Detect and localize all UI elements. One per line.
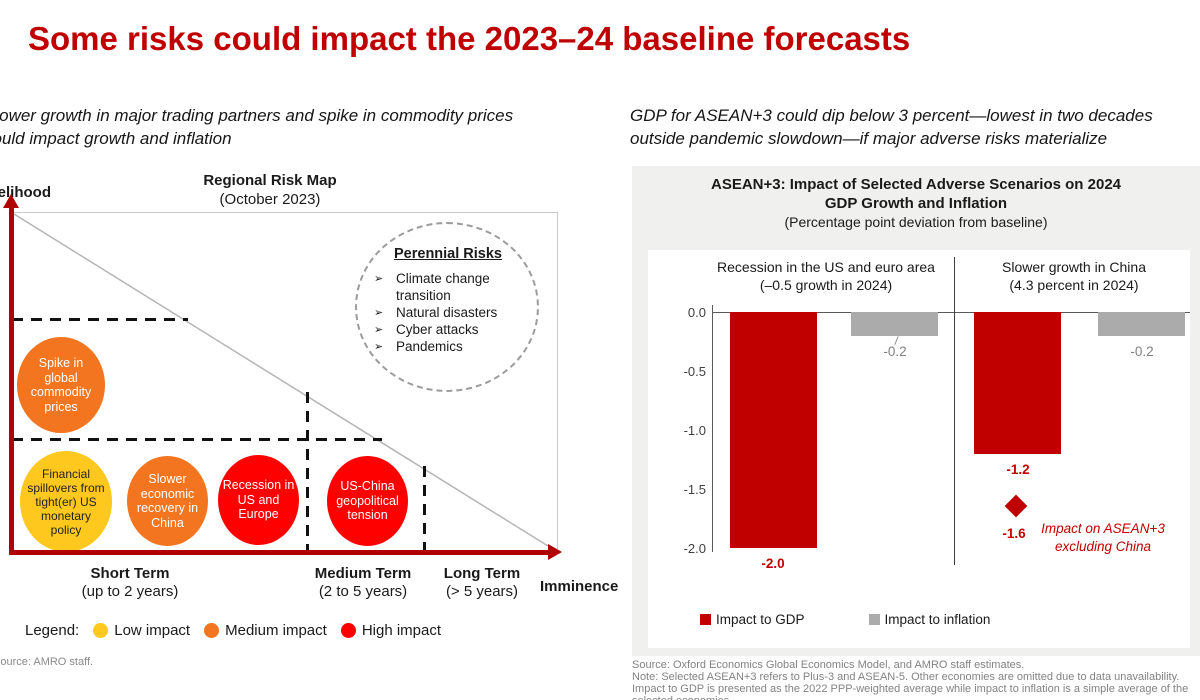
y-tick: 0.0 bbox=[687, 305, 706, 320]
legend-title: Legend: bbox=[25, 622, 80, 639]
diamond-annotation-line1: Impact on ASEAN+3 bbox=[1041, 521, 1165, 536]
note-line: Impact to GDP is presented as the 2022 P… bbox=[632, 683, 1189, 695]
risk-bubble-commodity-prices: Spike in global commodity prices bbox=[17, 337, 105, 433]
diamond-annotation-line2: excluding China bbox=[1054, 539, 1152, 554]
legend-item-label: High impact bbox=[361, 622, 442, 639]
risk-bubble-china-recovery: Slower economic recovery in China bbox=[127, 456, 208, 546]
legend-item-label: Impact to inflation bbox=[884, 612, 991, 627]
chart-title-line1: ASEAN+3: Impact of Selected Adverse Scen… bbox=[710, 176, 1122, 193]
risk-map-subtitle: (October 2023) bbox=[219, 191, 321, 208]
bar-value-label: -2.0 bbox=[761, 556, 785, 571]
perennial-risk-item: ➢ Pandemics bbox=[374, 338, 530, 355]
perennial-risks-circle bbox=[355, 222, 539, 392]
right-subtitle-line1: GDP for ASEAN+3 could dip below 3 percen… bbox=[630, 106, 1153, 125]
likelihood-dashed-line-low bbox=[12, 438, 382, 441]
term-dashed-line-long bbox=[423, 466, 426, 553]
perennial-risk-label: Cyber attacks bbox=[396, 322, 479, 337]
term-dashed-line-medium bbox=[306, 392, 309, 553]
x-category-long-term: Long Term (> 5 years) bbox=[407, 565, 557, 601]
left-subtitle-line1: Slower growth in major trading partners … bbox=[0, 106, 514, 125]
x-category-sublabel: (up to 2 years) bbox=[81, 583, 179, 600]
left-subtitle-line2: could impact growth and inflation bbox=[0, 129, 232, 148]
diamond-value-label: -1.6 bbox=[1002, 526, 1026, 541]
high-impact-dot-icon bbox=[340, 623, 356, 638]
inflation-legend-swatch-icon bbox=[868, 614, 880, 625]
legend-item-label: Medium impact bbox=[225, 622, 327, 639]
left-subtitle: Slower growth in major trading partners … bbox=[0, 104, 513, 150]
likelihood-axis-arrowhead bbox=[3, 194, 19, 208]
legend-item-label: Low impact bbox=[114, 622, 191, 639]
gdp-legend-swatch-icon bbox=[700, 614, 711, 625]
y-tick: -1.0 bbox=[683, 423, 706, 438]
y-tick: -0.5 bbox=[683, 364, 706, 379]
note-line: selected economies. bbox=[632, 695, 1188, 700]
perennial-risk-item: ➢ Natural disasters bbox=[374, 304, 530, 321]
left-source-note: Source: AMRO staff. bbox=[0, 656, 94, 668]
bullet-arrow-icon: ➢ bbox=[374, 306, 384, 319]
perennial-risks-title: Perennial Risks bbox=[394, 246, 502, 262]
x-category-label: Long Term bbox=[443, 565, 521, 582]
bar-value-label: -1.2 bbox=[1006, 462, 1030, 477]
x-category-label: Medium Term bbox=[314, 565, 412, 582]
legend-item-label: Impact to GDP bbox=[716, 612, 805, 627]
diamond-annotation: Impact on ASEAN+3 excluding China bbox=[1038, 520, 1168, 556]
bullet-arrow-icon: ➢ bbox=[374, 272, 384, 285]
x-category-medium-term: Medium Term (2 to 5 years) bbox=[273, 565, 453, 601]
x-category-sublabel: (> 5 years) bbox=[445, 583, 519, 600]
risk-bubble-us-china-tension: US-China geopolitical tension bbox=[327, 456, 408, 546]
x-category-sublabel: (2 to 5 years) bbox=[318, 583, 408, 600]
slide-title: Some risks could impact the 2023–24 base… bbox=[28, 20, 911, 57]
low-impact-dot-icon bbox=[93, 623, 109, 638]
note-line: Source: Oxford Economics Global Economic… bbox=[632, 659, 1025, 671]
bar-value-label: -0.2 bbox=[1130, 344, 1154, 359]
perennial-risk-item: ➢ Cyber attacks bbox=[374, 321, 530, 338]
inflation-bar-china bbox=[1098, 312, 1185, 336]
x-category-label: Short Term bbox=[90, 565, 170, 582]
right-subtitle-line2: outside pandemic slowdown—if major adver… bbox=[630, 129, 1108, 148]
scenario-label-recession: Recession in the US and euro area (–0.5 … bbox=[706, 258, 946, 294]
risk-map-legend: Legend: Low impact Medium impact High im… bbox=[25, 622, 441, 639]
perennial-risk-label: Climate change transition bbox=[396, 271, 490, 303]
chart-title-line2: GDP Growth and Inflation bbox=[824, 195, 1008, 212]
scenario-divider-line bbox=[954, 257, 955, 565]
scenario-label-china: Slower growth in China (4.3 percent in 2… bbox=[958, 258, 1190, 294]
scenario-label: Slower growth in China bbox=[1002, 259, 1146, 275]
chart-title-line3: (Percentage point deviation from baselin… bbox=[784, 214, 1048, 230]
chart-y-axis bbox=[712, 305, 713, 552]
inflation-bar-recession bbox=[851, 312, 938, 336]
y-tick: -1.5 bbox=[683, 482, 706, 497]
scenario-sublabel: (4.3 percent in 2024) bbox=[1009, 277, 1139, 293]
likelihood-axis bbox=[9, 207, 14, 555]
risk-map-title: Regional Risk Map bbox=[203, 172, 337, 189]
gdp-bar-recession bbox=[730, 312, 817, 548]
risk-map-x-axis-label: Imminence bbox=[540, 578, 619, 595]
note-line: Note: Selected ASEAN+3 refers to Plus-3 … bbox=[632, 671, 1180, 683]
perennial-risk-item: ➢ Climate change transition bbox=[374, 270, 530, 304]
chart-zero-line bbox=[712, 312, 1190, 313]
y-tick: -2.0 bbox=[683, 541, 706, 556]
perennial-risks-list: ➢ Climate change transition ➢ Natural di… bbox=[374, 270, 530, 355]
chart-legend: Impact to GDP Impact to inflation bbox=[700, 612, 990, 627]
bullet-arrow-icon: ➢ bbox=[374, 323, 384, 336]
risk-diagonal-line bbox=[13, 213, 557, 552]
right-subtitle: GDP for ASEAN+3 could dip below 3 percen… bbox=[630, 104, 1153, 150]
perennial-risk-label: Pandemics bbox=[396, 339, 463, 354]
imminence-axis-arrowhead bbox=[548, 544, 562, 560]
bar-value-label: -0.2 bbox=[883, 344, 907, 359]
gdp-bar-china bbox=[974, 312, 1061, 454]
imminence-axis bbox=[9, 550, 549, 555]
likelihood-dashed-line-high bbox=[12, 318, 188, 321]
right-source-notes: Source: Oxford Economics Global Economic… bbox=[632, 659, 1188, 700]
bullet-arrow-icon: ➢ bbox=[374, 340, 384, 353]
risk-bubble-financial-spillovers: Financial spillovers from tight(er) US m… bbox=[20, 451, 112, 552]
risk-bubble-recession: Recession in US and Europe bbox=[218, 455, 299, 545]
x-category-short-term: Short Term (up to 2 years) bbox=[40, 565, 220, 601]
scenario-label: Recession in the US and euro area bbox=[717, 259, 935, 275]
scenario-sublabel: (–0.5 growth in 2024) bbox=[759, 277, 893, 293]
perennial-risk-label: Natural disasters bbox=[396, 305, 498, 320]
medium-impact-dot-icon bbox=[204, 623, 220, 638]
